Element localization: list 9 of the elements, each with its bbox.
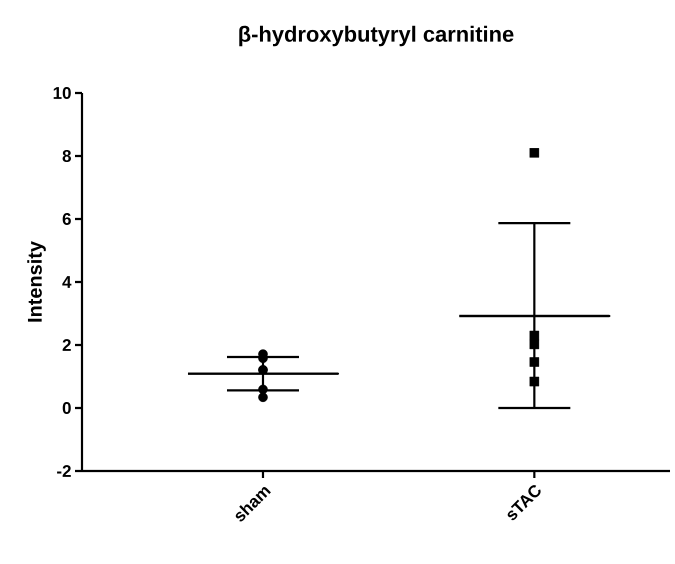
y-tick-label: 8 [62, 150, 71, 162]
y-tick-label: 2 [62, 339, 71, 351]
y-tick-label: 6 [62, 213, 71, 225]
y-tick-label: 0 [62, 402, 71, 414]
y-tick-label: 4 [62, 276, 72, 288]
y-axis-title: Intensity [27, 241, 46, 322]
chart-title: β-hydroxybutyryl carnitine [239, 26, 514, 46]
y-tick-label: 10 [54, 87, 71, 99]
y-tick-label: -2 [57, 465, 71, 477]
